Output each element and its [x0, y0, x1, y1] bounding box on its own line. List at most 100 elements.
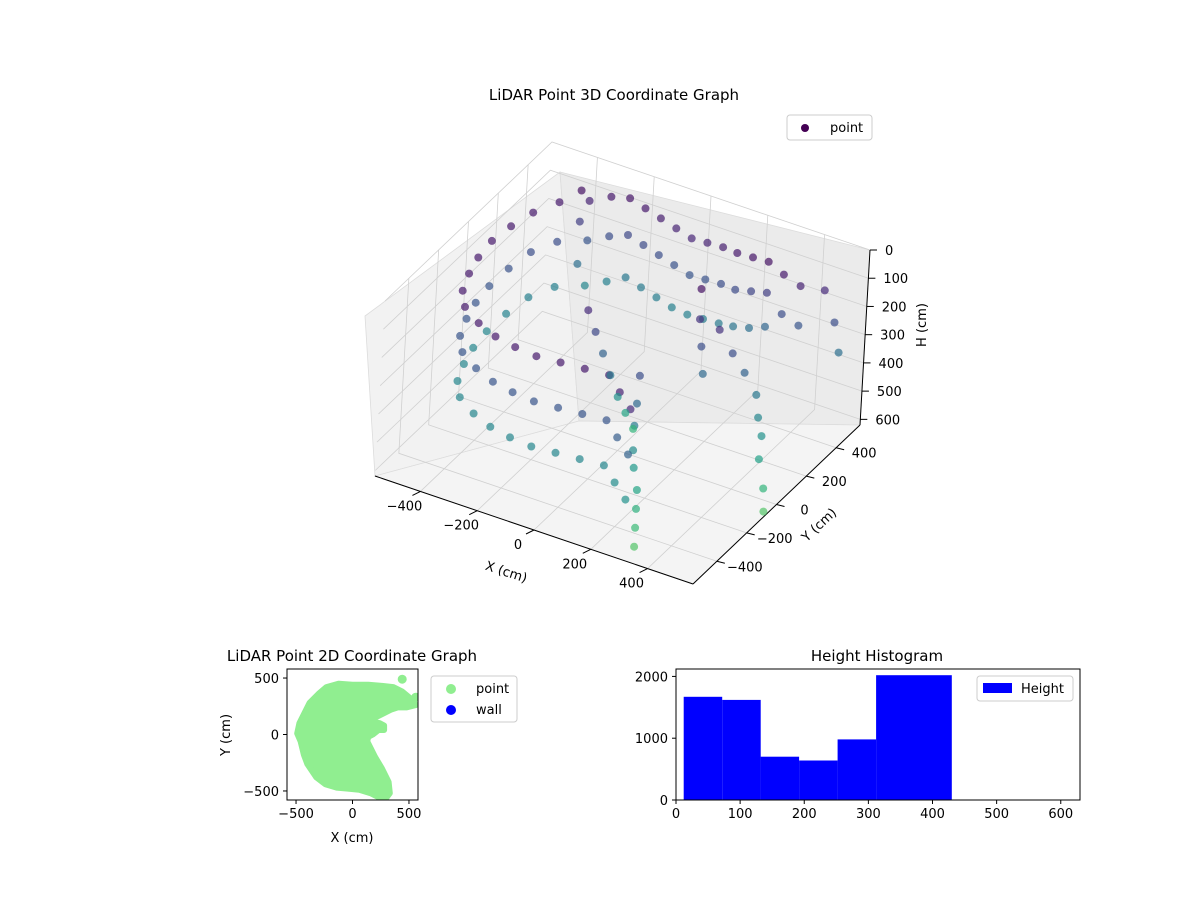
chart3d-point [575, 455, 584, 464]
chart3d-point [506, 433, 514, 442]
chart3d-point [672, 224, 681, 233]
chart3d-z-gridline [381, 197, 867, 358]
chart3d-point [759, 507, 768, 516]
chart3d-point [580, 281, 589, 290]
chart3d-point [469, 409, 478, 418]
chart2d-title: LiDAR Point 2D Coordinate Graph [227, 647, 477, 665]
chart3d-point [599, 461, 608, 470]
histogram-bar [760, 756, 800, 800]
chart3d-z-tick-label: 600 [875, 413, 900, 428]
chart3d-z-tick-label: 200 [882, 300, 907, 315]
histogram-ticks: 0 100 200 300 400 500 600 0 1000 2000 [635, 670, 1073, 822]
chart3d-point [777, 310, 786, 319]
chart3d-y-tick-label: 400 [852, 447, 877, 462]
histogram-legend-swatch [983, 683, 1012, 693]
chart3d-x-gridline [647, 234, 825, 569]
chart3d-point [554, 403, 563, 412]
chart2d-x-tick-label: −500 [278, 807, 314, 822]
chart3d-z-gridline [378, 254, 864, 415]
histogram-title: Height Histogram [811, 647, 943, 665]
chart2d-legend-marker-point [446, 684, 456, 694]
chart3d-x-tick-label: 400 [619, 577, 644, 592]
histogram-y-tick-label: 1000 [635, 732, 668, 747]
chart3d-point [613, 433, 622, 442]
chart3d-y-tick [806, 475, 815, 479]
chart3d-point [637, 283, 645, 292]
chart3d-y-gridline [487, 193, 807, 477]
chart3d-gridlines [375, 141, 871, 569]
lidar-3d-chart: LiDAR Point 3D Coordinate Graph −400 −200… [364, 86, 930, 592]
chart3d-point [555, 198, 564, 207]
chart3d-point [550, 282, 559, 291]
chart3d-point [632, 486, 641, 494]
chart3d-legend-label-point: point [830, 121, 863, 136]
chart2d-x-axis-label: X (cm) [331, 831, 374, 846]
chart3d-point [714, 319, 723, 328]
chart3d-point [745, 324, 753, 332]
chart3d-point [703, 238, 712, 247]
chart3d-point [613, 392, 622, 401]
chart3d-point [633, 399, 641, 408]
chart3d-point [621, 408, 630, 417]
chart3d-point [779, 270, 788, 279]
chart3d-y-tick [836, 447, 845, 451]
chart3d-point [488, 377, 497, 386]
histogram-bar [876, 675, 952, 800]
chart3d-point [487, 236, 496, 245]
chart3d-point [715, 325, 724, 334]
chart3d-z-axis-line [859, 249, 871, 426]
chart3d-y-gridline [398, 278, 717, 562]
chart3d-point [532, 352, 541, 361]
chart2d-x-tick-label: 0 [348, 807, 356, 822]
chart3d-point [652, 293, 661, 302]
chart3d-point [656, 214, 665, 223]
lidar-2d-chart: LiDAR Point 2D Coordinate Graph −500 0 500… [219, 647, 518, 846]
chart3d-point [764, 257, 773, 266]
chart3d-point [631, 523, 640, 532]
chart3d-point [629, 424, 638, 433]
histogram-bar [837, 739, 877, 800]
chart3d-point [573, 259, 582, 268]
chart3d-point [794, 321, 803, 330]
chart3d-point [632, 504, 640, 513]
chart3d-point [717, 279, 725, 288]
chart3d-legend: point [786, 114, 873, 141]
chart3d-x-tick [468, 510, 478, 516]
chart2d-legend-label-point: point [476, 682, 509, 697]
chart3d-point [630, 542, 639, 551]
chart3d-point [687, 234, 696, 243]
height-histogram-chart: Height Histogram 0 100 200 300 400 500 600 0 100… [635, 647, 1081, 822]
chart3d-point [761, 322, 769, 331]
histogram-x-tick-label: 0 [672, 807, 680, 822]
chart3d-point [591, 327, 600, 336]
chart3d-point [599, 349, 607, 358]
chart3d-point [578, 410, 587, 418]
chart3d-point [486, 422, 495, 431]
chart3d-legend-marker-point [801, 124, 809, 132]
chart2d-point-region [294, 680, 418, 800]
chart3d-point [458, 286, 467, 295]
chart3d-point [524, 293, 533, 302]
chart3d-point [667, 303, 676, 312]
chart3d-point [529, 208, 538, 217]
chart3d-point [697, 285, 706, 293]
chart3d-point [553, 237, 562, 246]
chart3d-point [762, 288, 771, 297]
chart3d-point [621, 273, 630, 282]
chart3d-point [728, 349, 737, 358]
chart3d-point [504, 264, 513, 273]
chart3d-point [654, 251, 663, 260]
chart3d-z-gridline [375, 310, 861, 471]
chart3d-z-gridline [379, 226, 866, 386]
chart2d-legend: point wall [430, 675, 518, 723]
chart3d-point [749, 253, 757, 262]
chart3d-point [683, 310, 692, 319]
chart3d-point [584, 306, 593, 315]
chart3d-point [733, 249, 742, 257]
histogram-x-tick-label: 200 [792, 807, 817, 822]
chart3d-point [474, 253, 483, 262]
chart3d-point [754, 413, 763, 422]
chart3d-point [453, 377, 462, 385]
chart3d-y-tick [746, 532, 755, 536]
